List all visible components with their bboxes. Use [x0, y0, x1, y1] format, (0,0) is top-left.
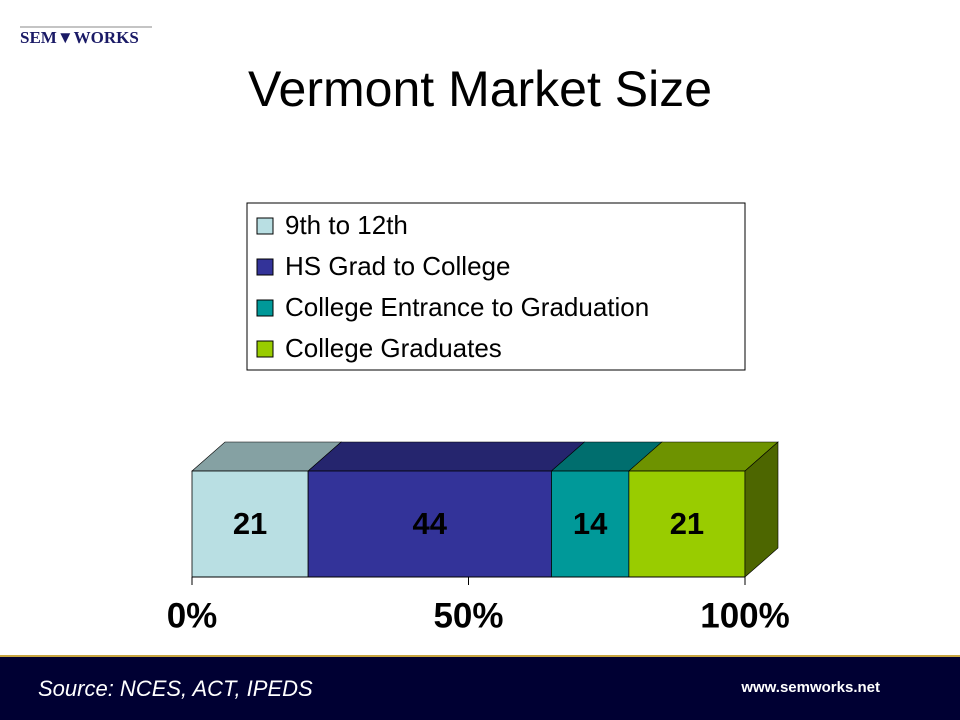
x-tick-label: 0% [167, 596, 218, 635]
data-label: 21 [670, 506, 704, 541]
x-tick-label: 100% [700, 596, 790, 635]
legend-label: College Entrance to Graduation [285, 292, 649, 322]
bar [307, 470, 552, 578]
legend-label: College Graduates [285, 333, 502, 363]
legend-swatch [256, 258, 274, 276]
legend-swatch [256, 299, 274, 317]
data-label: 21 [233, 506, 267, 541]
bar-top [307, 441, 586, 472]
bar [628, 470, 746, 578]
footer-url: www.semworks.net [740, 679, 880, 696]
x-tick-label: 50% [433, 596, 503, 635]
legend-box [246, 202, 746, 371]
logo: SEM▼WORKS [20, 28, 139, 47]
legend-label: 9th to 12th [285, 210, 408, 240]
legend-swatch [256, 340, 274, 358]
bar-side [744, 441, 779, 578]
legend-swatch [256, 217, 274, 235]
data-label: 14 [573, 506, 608, 541]
bar [551, 470, 630, 578]
bar [191, 470, 309, 578]
footer-band [0, 655, 960, 720]
legend-label: HS Grad to College [285, 251, 510, 281]
chart-title: Vermont Market Size [248, 61, 712, 117]
data-label: 44 [413, 506, 448, 541]
footer-source: Source: NCES, ACT, IPEDS [38, 676, 313, 701]
